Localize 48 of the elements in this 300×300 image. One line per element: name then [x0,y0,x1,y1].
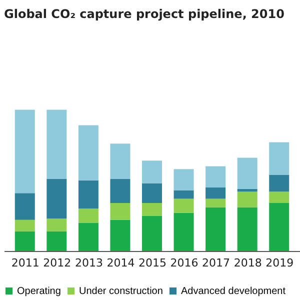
bar [269,174,290,192]
x-tick-label: 2016 [170,256,198,270]
bar [142,183,162,203]
legend-label: Under construction [79,286,163,297]
legend-label: Operating [17,286,61,297]
bar [206,207,226,251]
bar [206,198,226,208]
x-tick-label: 2017 [202,256,230,270]
bar [14,193,35,220]
bar [110,178,130,203]
bar [14,220,35,232]
x-tick-label: 2011 [11,256,40,270]
bar [142,160,162,184]
bar [78,208,98,223]
chart-title: Global CO₂ capture project pipeline, 2010 [4,7,284,21]
bar [46,178,67,219]
bar [110,144,130,179]
bar [174,169,194,190]
x-tick-label: 2012 [43,256,72,270]
bar [14,231,35,251]
x-tick-label: 2014 [106,256,135,270]
legend-label: Advanced development [181,286,286,297]
x-tick-label: 2015 [138,256,166,270]
bar [46,218,67,232]
bar [269,142,290,175]
bar [206,187,226,199]
bar [269,192,290,203]
bar [237,192,258,208]
bar [142,202,162,216]
bar [237,158,258,189]
x-tick-label: 2013 [74,256,103,270]
bar [110,220,130,251]
bar [78,125,98,180]
bar [237,207,258,251]
bar [269,202,290,251]
x-tick-label: 2018 [234,256,262,270]
bar [142,216,162,251]
bar [174,198,194,213]
bar [78,180,98,209]
bar [46,231,67,251]
bar [206,166,226,188]
x-tick-label: 2019 [266,256,294,270]
bar [46,110,67,179]
bar [78,222,98,251]
bar [174,190,194,199]
bar [14,110,35,194]
bar [174,212,194,251]
bar [110,202,130,220]
